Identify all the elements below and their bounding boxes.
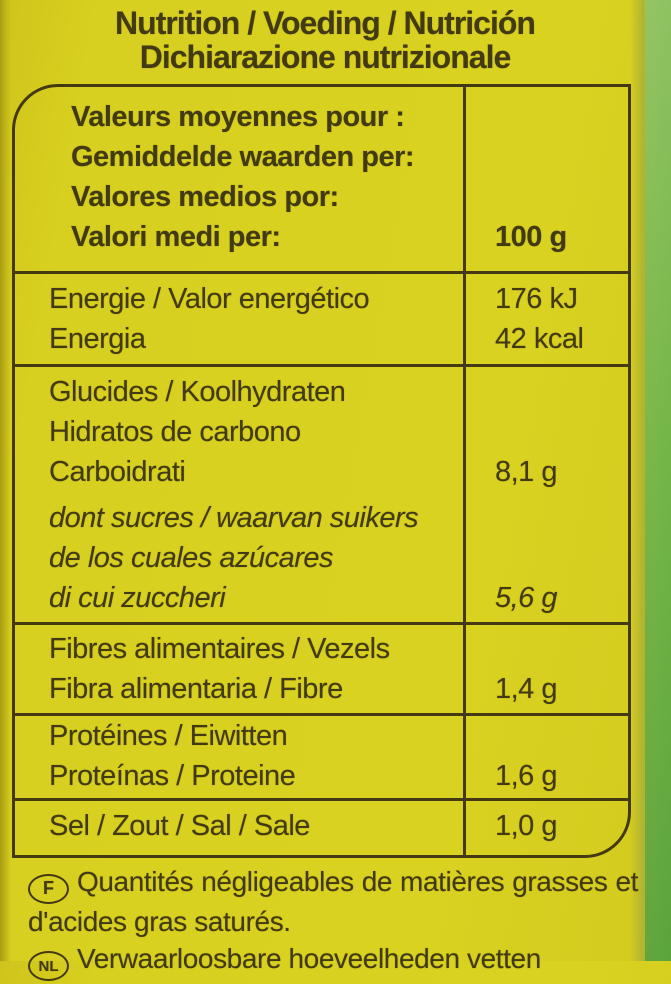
package-left-edge bbox=[0, 0, 11, 961]
table-line-sugars: dont sucres / waarvan suikers bbox=[15, 498, 628, 538]
table-row-salt: Sel / Zout / Sal / Sale 1,0 g bbox=[15, 798, 628, 855]
nutrient-value: 1,0 g bbox=[495, 810, 558, 842]
per-quantity-label: Valores medios por: bbox=[71, 181, 339, 213]
nutrient-value: 176 kJ bbox=[495, 283, 578, 315]
nutrient-value: 1,6 g bbox=[495, 760, 558, 792]
table-line: Carboidrati 8,1 g bbox=[15, 452, 628, 492]
nutrient-value bbox=[463, 538, 628, 578]
nutrient-label: dont sucres / waarvan suikers bbox=[49, 502, 419, 534]
nutrient-label: Hidratos de carbono bbox=[49, 416, 301, 448]
per-quantity-value bbox=[463, 177, 628, 217]
label-title: Nutrition / Voeding / Nutrición Dichiara… bbox=[0, 6, 650, 74]
nutrient-label: Energia bbox=[49, 323, 146, 355]
nutrient-value bbox=[463, 372, 628, 412]
table-row-protein: Protéines / Eiwitten Proteínas / Protein… bbox=[15, 713, 628, 798]
table-line: Energia 42 kcal bbox=[15, 319, 628, 359]
label-title-line1: Nutrition / Voeding / Nutrición bbox=[115, 5, 536, 41]
circle-f-icon: F bbox=[28, 873, 69, 904]
footnotes: F Quantités négligeables de matières gras… bbox=[0, 864, 648, 981]
nutrient-label: Energie / Valor energético bbox=[49, 283, 370, 315]
nutrient-label: Glucides / Koolhydraten bbox=[49, 376, 346, 408]
table-line: Energie / Valor energético 176 kJ bbox=[15, 279, 628, 319]
package-right-edge bbox=[630, 0, 671, 961]
table-line: Valori medi per: 100 g bbox=[15, 217, 628, 257]
per-quantity-value: 100 g bbox=[495, 221, 567, 253]
table-line: Glucides / Koolhydraten bbox=[15, 372, 628, 412]
nutrient-label: Proteínas / Proteine bbox=[49, 760, 296, 792]
nutrient-value: 1,4 g bbox=[495, 673, 558, 705]
table-line: Valores medios por: bbox=[15, 177, 628, 217]
package-green-side bbox=[645, 0, 671, 961]
footnote-nl-text: Verwaarloosbare hoeveelheden vetten bbox=[77, 942, 541, 974]
per-quantity-label: Valeurs moyennes pour : bbox=[71, 101, 405, 133]
nutrient-label: Fibres alimentaires / Vezels bbox=[49, 633, 390, 665]
footnote-fr: F Quantités négligeables de matières gras… bbox=[28, 864, 638, 939]
per-quantity-label: Valori medi per: bbox=[71, 221, 281, 253]
nutrient-label: Sel / Zout / Sal / Sale bbox=[49, 810, 310, 842]
table-row-energy: Energie / Valor energético 176 kJ Energi… bbox=[15, 271, 628, 364]
nutrient-value: 42 kcal bbox=[495, 323, 584, 355]
label-title-line2: Dichiarazione nutrizionale bbox=[139, 39, 512, 75]
nutrition-table: Valeurs moyennes pour : Gemiddelde waard… bbox=[12, 84, 631, 858]
per-quantity-value bbox=[463, 97, 628, 137]
per-quantity-value bbox=[463, 137, 628, 177]
table-line: Gemiddelde waarden per: bbox=[15, 137, 628, 177]
nutrient-value bbox=[463, 412, 628, 452]
table-row-fiber: Fibres alimentaires / Vezels Fibra alime… bbox=[15, 622, 628, 713]
table-line: Proteínas / Proteine 1,6 g bbox=[15, 756, 628, 796]
table-column-divider bbox=[463, 87, 466, 855]
nutrient-label: Carboidrati bbox=[49, 456, 186, 488]
nutrient-label: di cui zuccheri bbox=[49, 582, 226, 614]
nutrient-label: de los cuales azúcares bbox=[49, 542, 334, 574]
circle-nl-icon: NL bbox=[28, 951, 69, 981]
table-line: Valeurs moyennes pour : bbox=[15, 97, 628, 137]
table-line: Protéines / Eiwitten bbox=[15, 716, 628, 756]
nutrient-value bbox=[463, 629, 628, 669]
table-line-sugars: di cui zuccheri 5,6 g bbox=[15, 578, 628, 618]
per-quantity-label: Gemiddelde waarden per: bbox=[71, 141, 415, 173]
table-line: Hidratos de carbono bbox=[15, 412, 628, 452]
table-line: Sel / Zout / Sal / Sale 1,0 g bbox=[15, 806, 628, 846]
table-line: Fibres alimentaires / Vezels bbox=[15, 629, 628, 669]
nutrient-label: Protéines / Eiwitten bbox=[49, 720, 288, 752]
nutrient-value: 8,1 g bbox=[495, 456, 558, 488]
nutrient-value bbox=[463, 498, 628, 538]
table-row-carbohydrates: Glucides / Koolhydraten Hidratos de carb… bbox=[15, 364, 628, 622]
footnote-fr-text: Quantités négligeables de matières grass… bbox=[28, 866, 638, 937]
nutrient-value: 5,6 g bbox=[495, 582, 558, 614]
table-row-per-quantity: Valeurs moyennes pour : Gemiddelde waard… bbox=[15, 87, 628, 271]
table-line-sugars: de los cuales azúcares bbox=[15, 538, 628, 578]
table-line: Fibra alimentaria / Fibre 1,4 g bbox=[15, 669, 628, 709]
nutrient-value bbox=[463, 716, 628, 756]
nutrient-label: Fibra alimentaria / Fibre bbox=[49, 673, 343, 705]
